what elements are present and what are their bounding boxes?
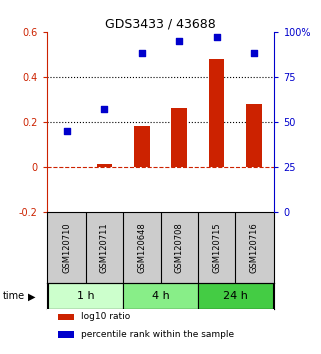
Point bbox=[251, 51, 256, 56]
Text: GSM120716: GSM120716 bbox=[249, 222, 258, 273]
Text: GSM120711: GSM120711 bbox=[100, 222, 109, 273]
Bar bbox=[58, 314, 74, 320]
Point bbox=[65, 128, 70, 133]
Bar bbox=[134, 126, 150, 167]
Text: GSM120648: GSM120648 bbox=[137, 222, 146, 273]
Text: ▶: ▶ bbox=[28, 291, 35, 302]
Text: time: time bbox=[3, 291, 25, 302]
Point bbox=[139, 51, 144, 56]
Point bbox=[214, 34, 219, 40]
Text: 4 h: 4 h bbox=[152, 291, 169, 302]
Text: GSM120710: GSM120710 bbox=[63, 222, 72, 273]
Text: GSM120708: GSM120708 bbox=[175, 222, 184, 273]
Bar bbox=[97, 164, 112, 167]
Text: 1 h: 1 h bbox=[77, 291, 95, 302]
Text: percentile rank within the sample: percentile rank within the sample bbox=[81, 330, 234, 339]
Bar bbox=[171, 108, 187, 167]
Bar bbox=[246, 104, 262, 167]
Bar bbox=[209, 59, 224, 167]
Text: GSM120715: GSM120715 bbox=[212, 222, 221, 273]
Title: GDS3433 / 43688: GDS3433 / 43688 bbox=[105, 18, 216, 31]
Bar bbox=[198, 284, 273, 309]
Text: log10 ratio: log10 ratio bbox=[81, 312, 130, 321]
Point bbox=[177, 38, 182, 44]
Bar bbox=[58, 331, 74, 338]
Bar bbox=[48, 284, 123, 309]
Point bbox=[102, 106, 107, 112]
Bar bbox=[123, 284, 198, 309]
Text: 24 h: 24 h bbox=[223, 291, 248, 302]
